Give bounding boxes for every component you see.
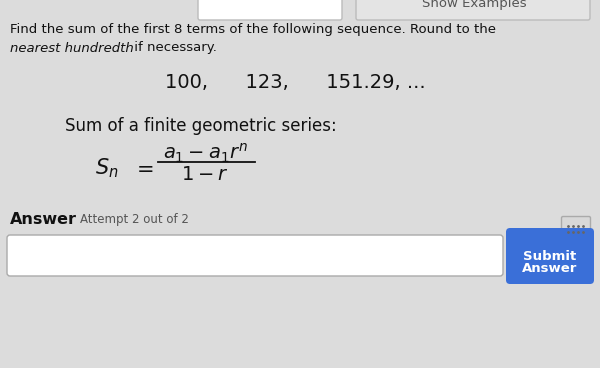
Text: Sum of a finite geometric series:: Sum of a finite geometric series: [65,117,337,135]
Text: $1 - r$: $1 - r$ [181,164,229,184]
Text: Show Examples: Show Examples [422,0,526,10]
FancyBboxPatch shape [7,235,503,276]
Text: $a_1 - a_1r^n$: $a_1 - a_1r^n$ [163,141,247,164]
FancyBboxPatch shape [506,228,594,284]
Text: Attempt 2 out of 2: Attempt 2 out of 2 [80,213,189,226]
FancyBboxPatch shape [356,0,590,20]
Text: if necessary.: if necessary. [130,42,217,54]
Text: Answer: Answer [523,262,578,276]
Text: $=$: $=$ [132,158,154,178]
FancyBboxPatch shape [198,0,342,20]
Text: $S_n$: $S_n$ [95,156,119,180]
Text: Submit: Submit [523,250,577,262]
Text: 100,      123,      151.29, ...: 100, 123, 151.29, ... [164,74,425,92]
FancyBboxPatch shape [562,216,590,240]
Text: Find the sum of the first 8 terms of the following sequence. Round to the: Find the sum of the first 8 terms of the… [10,24,496,36]
Text: nearest hundredth: nearest hundredth [10,42,134,54]
Text: Answer: Answer [10,212,77,227]
